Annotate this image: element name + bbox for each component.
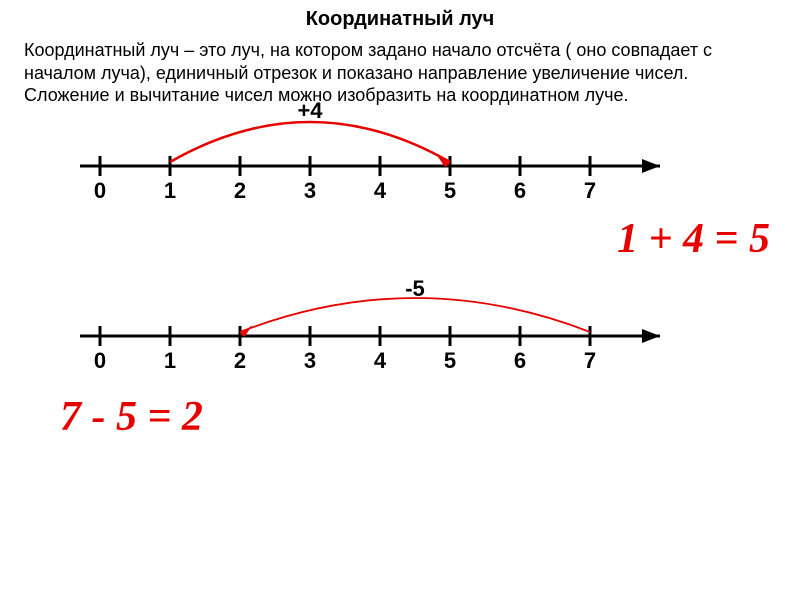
tick-label: 6 (514, 348, 526, 374)
number-line-1-svg (40, 111, 800, 221)
number-line-2: -5 01234567 (40, 281, 800, 391)
tick-label: 7 (584, 178, 596, 204)
tick-label: 2 (234, 178, 246, 204)
tick-label: 5 (444, 178, 456, 204)
tick-label: 0 (94, 348, 106, 374)
arc-label-2: -5 (405, 276, 425, 302)
tick-label: 4 (374, 348, 386, 374)
tick-label: 0 (94, 178, 106, 204)
tick-label: 7 (584, 348, 596, 374)
page-title: Координатный луч (0, 0, 800, 31)
tick-label: 1 (164, 178, 176, 204)
tick-label: 3 (304, 348, 316, 374)
equation-1: 1 + 4 = 5 (0, 215, 800, 263)
tick-label: 1 (164, 348, 176, 374)
tick-label: 5 (444, 348, 456, 374)
tick-label: 3 (304, 178, 316, 204)
tick-label: 4 (374, 178, 386, 204)
tick-label: 2 (234, 348, 246, 374)
tick-label: 6 (514, 178, 526, 204)
arc-label-1: +4 (297, 98, 322, 124)
number-line-1: +4 01234567 (40, 111, 800, 221)
description: Координатный луч – это луч, на котором з… (0, 31, 800, 107)
equation-2: 7 - 5 = 2 (0, 393, 800, 441)
